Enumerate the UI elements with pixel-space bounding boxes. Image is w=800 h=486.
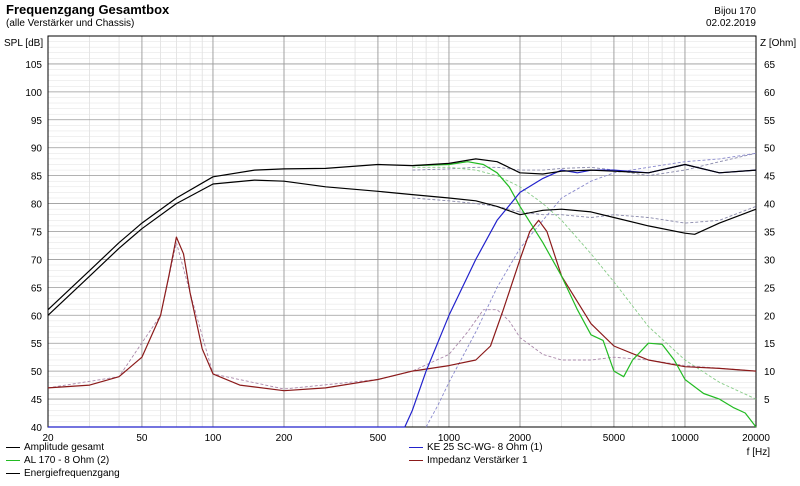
y-left-tick-label: 95	[31, 116, 43, 127]
x-tick-label: 500	[370, 433, 387, 444]
x-tick-label: 20000	[742, 433, 770, 444]
x-tick-label: 100	[205, 433, 222, 444]
y-right-tick-label: 30	[764, 255, 776, 266]
legend-item: AL 170 - 8 Ohm (2)	[6, 455, 109, 466]
legend-swatch	[6, 473, 20, 474]
legend-label: Energiefrequenzgang	[24, 468, 120, 479]
y-left-tick-label: 105	[25, 60, 42, 71]
y-left-tick-label: 80	[31, 200, 43, 211]
y-left-tick-label: 60	[31, 311, 43, 322]
y-right-tick-label: 50	[764, 144, 776, 155]
legend-label: Impedanz Verstärker 1	[427, 455, 528, 466]
project-date: 02.02.2019	[705, 18, 756, 29]
y-right-tick-label: 15	[764, 339, 776, 350]
y-left-tick-label: 70	[31, 255, 43, 266]
legend-swatch	[6, 460, 20, 461]
y-left-tick-label: 90	[31, 144, 43, 155]
y-left-tick-label: 45	[31, 395, 43, 406]
y-right-tick-label: 65	[764, 60, 776, 71]
y-right-tick-label: 25	[764, 283, 776, 294]
series-line-al-170-8-ohm-2-referenz	[412, 166, 757, 400]
legend-item: Amplitude gesamt	[6, 442, 104, 453]
series-line-energiefrequenzgang-referenz	[412, 197, 757, 224]
y-right-tick-label: 5	[764, 395, 770, 406]
y-right-tick-label: 35	[764, 228, 776, 239]
legend-item: KE 25 SC-WG- 8 Ohm (1)	[409, 442, 543, 453]
y-right-tick-label: 10	[764, 367, 776, 378]
x-tick-label: 2000	[509, 433, 532, 444]
legend-item: Impedanz Verstärker 1	[409, 455, 528, 466]
y-right-tick-label: 20	[764, 311, 776, 322]
series-line-impedanz-verst-rker-1	[47, 219, 757, 392]
y-right-axis-label: Z [Ohm]	[760, 38, 796, 49]
y-left-tick-label: 75	[31, 228, 43, 239]
y-left-axis-label: SPL [dB]	[4, 38, 43, 49]
series-line-impedanz-verst-rker-1-referenz	[47, 242, 757, 390]
series-line-energiefrequenzgang	[47, 179, 757, 316]
y-right-tick-label: 45	[764, 172, 776, 183]
y-left-tick-label: 40	[31, 423, 43, 434]
legend-swatch	[409, 460, 423, 461]
y-right-tick-label: 60	[764, 88, 776, 99]
series-line-amplitude-gesamt	[47, 158, 757, 311]
legend-swatch	[409, 447, 423, 448]
x-tick-label: 10000	[671, 433, 699, 444]
y-left-tick-label: 100	[25, 88, 42, 99]
series	[47, 152, 757, 428]
x-axis-label: f [Hz]	[747, 447, 771, 458]
legend-label: Amplitude gesamt	[24, 442, 105, 453]
x-tick-label: 20	[42, 433, 54, 444]
axes: 20 50 100 200 500 1000 2000 5000 10000 20000 40 45 5…	[4, 35, 796, 458]
project-name: Bijou 170	[714, 6, 756, 17]
legend-item: Energiefrequenzgang	[6, 468, 120, 479]
grid	[47, 35, 757, 428]
y-right-tick-label: 55	[764, 116, 776, 127]
y-left-tick-label: 50	[31, 367, 43, 378]
series-line-al-170-8-ohm-2	[412, 161, 757, 428]
x-tick-label: 1000	[438, 433, 461, 444]
chart-subtitle: (alle Verstärker und Chassis)	[6, 18, 135, 29]
chart-title: Frequenzgang Gesamtbox	[6, 2, 170, 17]
y-left-tick-label: 65	[31, 283, 43, 294]
y-left-tick-label: 85	[31, 172, 43, 183]
x-tick-label: 200	[276, 433, 293, 444]
y-left-tick-label: 55	[31, 339, 43, 350]
legend-swatch	[6, 447, 20, 448]
y-right-tick-label: 40	[764, 200, 776, 211]
legend-label: KE 25 SC-WG- 8 Ohm (1)	[427, 442, 543, 453]
x-tick-label: 5000	[603, 433, 626, 444]
x-tick-label: 50	[136, 433, 148, 444]
legend-label: AL 170 - 8 Ohm (2)	[24, 455, 110, 466]
